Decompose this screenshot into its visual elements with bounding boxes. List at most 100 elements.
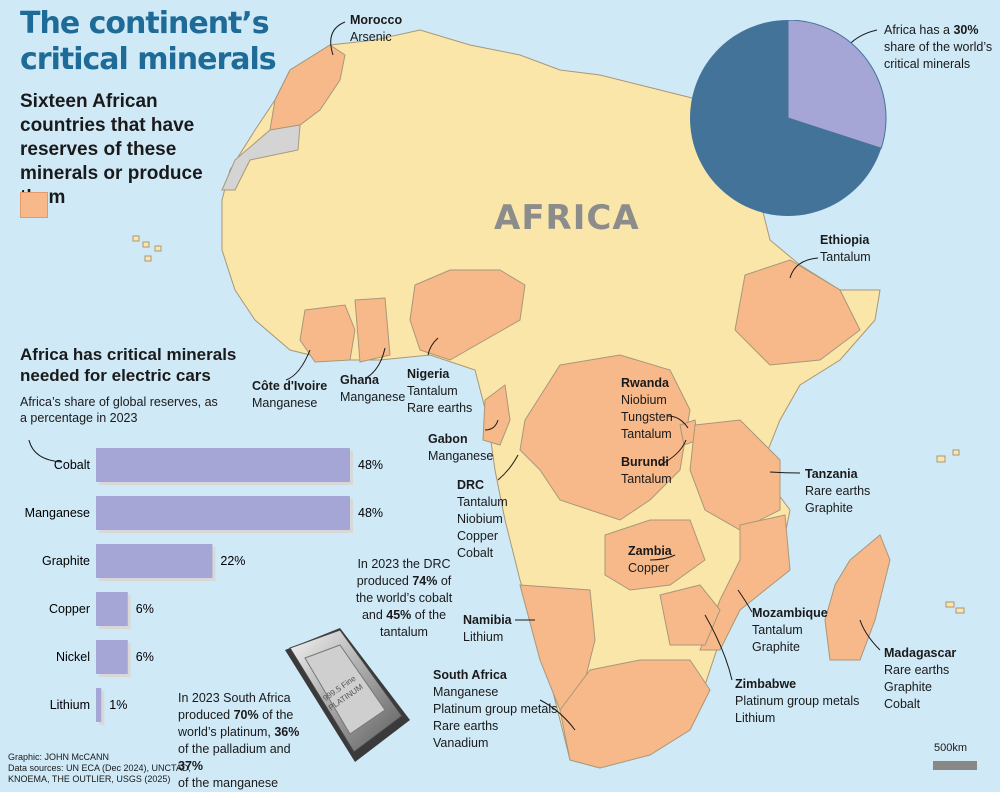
pie-slice-africa bbox=[787, 20, 887, 149]
country-name: Mozambique bbox=[752, 606, 828, 620]
mineral-name: Niobium bbox=[457, 512, 503, 526]
bar-value-lithium: 1% bbox=[109, 698, 127, 712]
chart-title: Africa has critical minerals needed for … bbox=[20, 345, 237, 385]
country-name: Zimbabwe bbox=[735, 677, 797, 691]
country-south-africa bbox=[559, 659, 711, 769]
share-pie-chart bbox=[690, 20, 887, 216]
country-name: Morocco bbox=[350, 13, 403, 27]
country-nigeria bbox=[409, 269, 526, 361]
bar-label-lithium: Lithium bbox=[50, 698, 90, 712]
south-africa-production-note: In 2023 South Africa produced 70% of the… bbox=[178, 691, 300, 790]
country-name: Ghana bbox=[340, 373, 379, 387]
western-sahara bbox=[221, 124, 301, 191]
country-label-gabon: Gabon Manganese bbox=[428, 431, 493, 465]
mineral-name: Lithium bbox=[463, 630, 504, 644]
bar-label-nickel: Nickel bbox=[56, 650, 90, 664]
country-name: DRC bbox=[457, 478, 485, 492]
bar-label-graphite: Graphite bbox=[42, 554, 90, 568]
mineral-name: Tantalum bbox=[752, 623, 803, 637]
mineral-name: Platinum group metals bbox=[735, 694, 860, 708]
drc-production-note: In 2023 the DRC produced 74% of the worl… bbox=[355, 557, 453, 639]
country-label-ghana: Ghana Manganese bbox=[340, 372, 405, 406]
bar-label-cobalt: Cobalt bbox=[54, 458, 91, 472]
country-label-nigeria: Nigeria Tantalum Rare earths bbox=[407, 366, 472, 417]
island bbox=[144, 255, 152, 262]
bar-label-copper: Copper bbox=[49, 602, 90, 616]
bar-value-cobalt: 48% bbox=[358, 458, 383, 472]
page-title: The continent’s critical minerals bbox=[20, 6, 277, 77]
bar-value-graphite: 22% bbox=[220, 554, 245, 568]
chart-leader-line bbox=[28, 440, 63, 463]
island bbox=[132, 235, 140, 242]
country-label-tanzania: Tanzania Rare earths Graphite bbox=[805, 466, 870, 517]
pie-note: Africa has a 30% share of the world’s cr… bbox=[884, 23, 993, 71]
mineral-name: Rare earths bbox=[433, 719, 499, 733]
bar-shadow bbox=[99, 691, 105, 725]
country-zimbabwe bbox=[659, 584, 721, 646]
country-label-madagascar: Madagascar Rare earths Graphite Cobalt bbox=[884, 645, 956, 713]
country-label-zambia: Zambia Copper bbox=[628, 543, 672, 577]
country-label-drc: DRC Tantalum Niobium Copper Cobalt bbox=[457, 477, 508, 562]
country-name: Rwanda bbox=[621, 376, 669, 390]
country-name: Nigeria bbox=[407, 367, 450, 381]
island bbox=[952, 449, 960, 456]
mineral-name: Tantalum bbox=[621, 427, 672, 441]
ingot-face bbox=[304, 644, 386, 735]
mineral-name: Copper bbox=[457, 529, 498, 543]
mineral-name: Manganese bbox=[433, 685, 499, 699]
country-label-mozambique: Mozambique Tantalum Graphite bbox=[752, 605, 828, 656]
mineral-name: Tantalum bbox=[457, 495, 508, 509]
mineral-name: Tantalum bbox=[407, 384, 458, 398]
scale-bar bbox=[933, 761, 977, 770]
country-label-south-africa: South Africa Manganese Platinum group meta… bbox=[433, 667, 557, 752]
bar-value-manganese: 48% bbox=[358, 506, 383, 520]
mineral-name: Rare earths bbox=[805, 484, 871, 498]
bar-chart: Cobalt 48% Manganese 48% Graphite 22% Copper 6%… bbox=[25, 440, 383, 725]
bar-value-copper: 6% bbox=[136, 602, 154, 616]
bar-label-manganese: Manganese bbox=[25, 506, 90, 520]
country-zambia bbox=[604, 519, 706, 591]
country-tanzania bbox=[689, 419, 781, 531]
platinum-ingot-illustration: 999.5 Fine PLATINUM bbox=[285, 628, 410, 762]
country-morocco bbox=[269, 44, 346, 131]
credits: Graphic: JOHN McCANN Data sources: UN EC… bbox=[8, 752, 191, 784]
mineral-name: Tungsten bbox=[621, 410, 673, 424]
chart-subtitle: Africa’s share of global reserves, as a … bbox=[20, 395, 218, 425]
island bbox=[955, 607, 965, 614]
country-name: Burundi bbox=[621, 455, 669, 469]
country-name: Madagascar bbox=[884, 646, 957, 660]
country-label-morocco: Morocco Arsenic bbox=[350, 12, 402, 46]
mineral-name: Rare earths bbox=[407, 401, 473, 415]
mineral-name: Lithium bbox=[735, 711, 776, 725]
mineral-name: Manganese bbox=[340, 390, 406, 404]
country-name: Côte d'Ivoire bbox=[252, 379, 328, 393]
bar-graphite bbox=[96, 544, 213, 578]
mineral-name: Manganese bbox=[252, 396, 318, 410]
mineral-name: Cobalt bbox=[457, 546, 494, 560]
island bbox=[945, 601, 955, 608]
country-label-c-te-d-ivoire: Côte d'Ivoire Manganese bbox=[252, 378, 327, 412]
country-label-burundi: Burundi Tantalum bbox=[621, 454, 672, 488]
mineral-name: Arsenic bbox=[350, 30, 392, 44]
mineral-name: Vanadium bbox=[433, 736, 489, 750]
mineral-name: Graphite bbox=[884, 680, 932, 694]
mineral-name: Graphite bbox=[805, 501, 853, 515]
mineral-name: Tantalum bbox=[621, 472, 672, 486]
country-name: South Africa bbox=[433, 668, 507, 682]
bar-cobalt bbox=[96, 448, 350, 482]
scale-label: 500km bbox=[934, 742, 968, 754]
country-ghana bbox=[354, 297, 391, 363]
country-label-ethiopia: Ethiopia Tantalum bbox=[820, 232, 871, 266]
island bbox=[142, 241, 150, 248]
country-label-namibia: Namibia Lithium bbox=[463, 612, 512, 646]
mineral-name: Manganese bbox=[428, 449, 494, 463]
page-subtitle: Sixteen African countries that have rese… bbox=[20, 91, 203, 208]
country-name: Namibia bbox=[463, 613, 512, 627]
mineral-name: Copper bbox=[628, 561, 669, 575]
bar-copper bbox=[96, 592, 128, 626]
bar-manganese bbox=[96, 496, 350, 530]
island bbox=[936, 455, 946, 463]
mineral-name: Cobalt bbox=[884, 697, 921, 711]
bar-value-nickel: 6% bbox=[136, 650, 154, 664]
country-cote-divoire bbox=[299, 304, 356, 363]
